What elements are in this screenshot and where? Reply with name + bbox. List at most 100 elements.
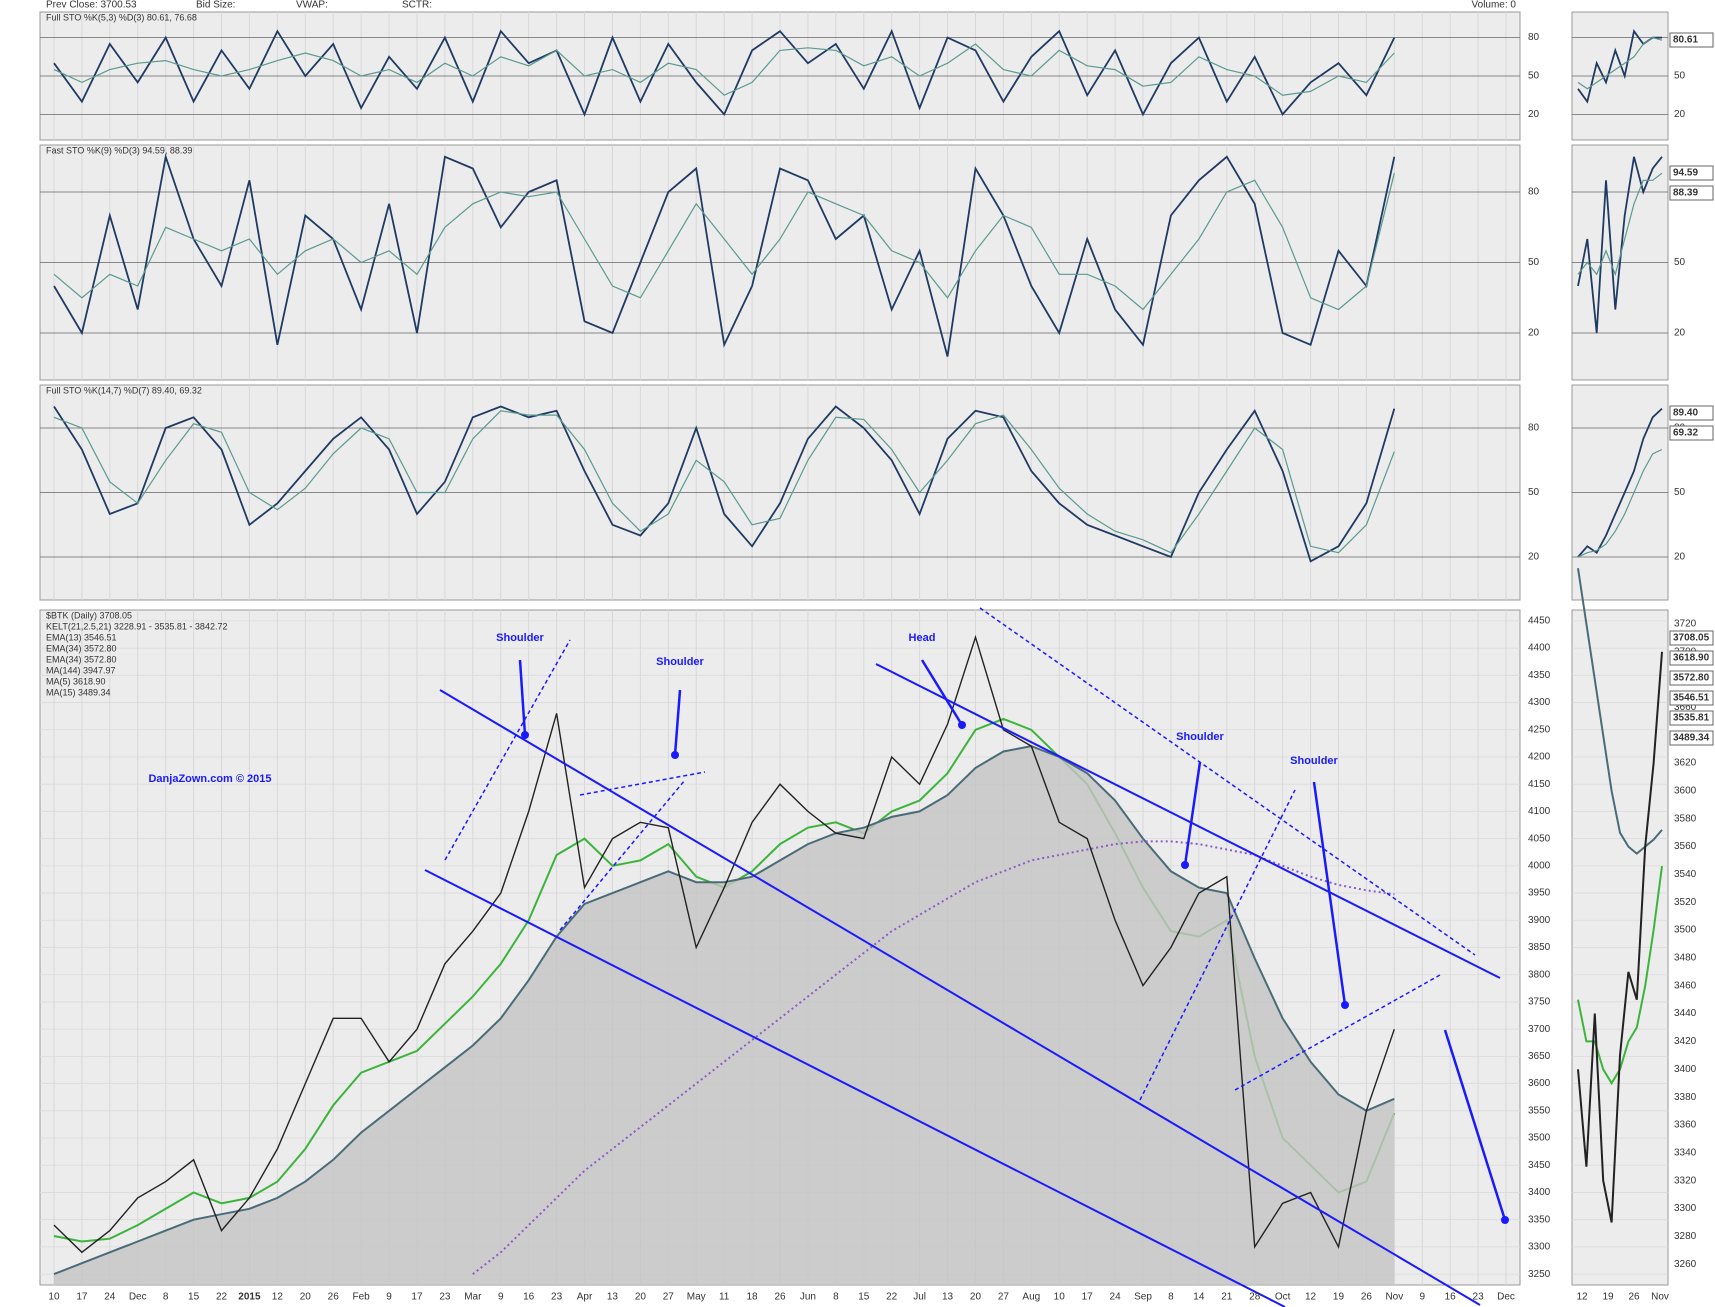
bid-size: Bid Size: [196,0,235,11]
arrow-head [958,721,966,729]
trend-line [559,779,686,931]
zoom-y-tick-label: 3280 [1674,1231,1697,1242]
value-box [1669,405,1714,421]
trend-line [424,869,1286,1307]
legend-entry: MA(144) 3947.97 [46,665,116,675]
zoom-y-tick-label: 50 [1674,487,1686,498]
x-tick-label: 14 [1193,1292,1205,1303]
zoom-y-tick-label: 3360 [1674,1120,1697,1131]
value-box-label: 89.40 [1673,408,1698,419]
y-tick-label: 4050 [1528,833,1551,844]
x-tick-label: 17 [1082,1292,1094,1303]
y-tick-label: 3900 [1528,915,1551,926]
arrow [673,689,682,756]
legend-entry: EMA(13) 3546.51 [46,632,117,642]
zoom-y-tick-label: 3300 [1674,1203,1697,1214]
x-tick-label: 22 [886,1292,898,1303]
annotation: Shoulder [1290,755,1338,767]
x-tick-label: 17 [411,1292,423,1303]
x-tick-label: 8 [1168,1292,1174,1303]
y-tick-label: 80 [1528,423,1540,434]
y-tick-label: 3800 [1528,969,1551,980]
x-tick-label: 8 [833,1292,839,1303]
y-tick-label: 4300 [1528,697,1551,708]
value-box [1669,185,1714,201]
x-tick-label: 22 [216,1292,228,1303]
y-tick-label: 3850 [1528,942,1551,953]
x-tick-label: 13 [607,1292,619,1303]
zoom-y-tick-label: 3460 [1674,980,1697,991]
zoom-y-tick-label: 3340 [1674,1147,1697,1158]
value-box [1669,630,1714,646]
y-tick-label: 3950 [1528,888,1551,899]
panel-title: Fast STO %K(9) %D(3) 94.59, 88.39 [46,145,192,155]
legend-entry: MA(5) 3618.90 [46,676,106,686]
x-tick-label: 13 [942,1292,954,1303]
x-tick-label: 9 [1419,1292,1425,1303]
x-tick-label: Apr [577,1292,593,1303]
trend-line [439,689,1481,1306]
y-tick-label: 3350 [1528,1214,1551,1225]
value-box-label: 3489.34 [1673,733,1710,744]
value-box-label: 3572.80 [1673,673,1710,684]
arrow [1443,1029,1507,1221]
zoom-y-tick-label: 20 [1674,109,1686,120]
series-line [53,410,1395,554]
zoom-x-tick-label: 12 [1576,1292,1588,1303]
zoom-y-tick-label: 3320 [1674,1175,1697,1186]
y-tick-label: 3550 [1528,1105,1551,1116]
x-tick-label: 26 [1361,1292,1373,1303]
series-line [472,840,1395,1275]
x-tick-label: 20 [300,1292,312,1303]
y-tick-label: 4400 [1528,643,1551,654]
zoom-y-tick-label: 3580 [1674,813,1697,824]
x-tick-label: 23 [551,1292,563,1303]
arrow [1183,761,1202,866]
y-tick-label: 3750 [1528,997,1551,1008]
x-tick-label: Sep [1134,1292,1152,1303]
panel-title: Full STO %K(14,7) %D(7) 89.40, 69.32 [46,385,202,395]
y-tick-label: 20 [1528,552,1540,563]
value-box-label: 69.32 [1673,428,1698,439]
series-line [53,153,1396,357]
arrow [1312,781,1347,1006]
value-box [1669,730,1714,746]
value-box-label: 3535.81 [1673,713,1710,724]
y-tick-label: 3250 [1528,1269,1551,1280]
x-tick-label: 12 [272,1292,284,1303]
zoom-x-tick-label: Nov [1651,1292,1669,1303]
zoom-line [1577,651,1663,1223]
value-box [1669,32,1714,48]
arrow-head [1341,1001,1349,1009]
annotation: Shoulder [496,632,544,644]
y-tick-label: 4100 [1528,806,1551,817]
series-line [53,173,1395,311]
y-tick-label: 3500 [1528,1133,1551,1144]
zoom-y-tick-label: 3420 [1674,1036,1697,1047]
zoom-y-tick-label: 20 [1674,328,1686,339]
x-tick-label: 24 [104,1292,116,1303]
x-tick-label: Jul [913,1292,926,1303]
x-tick-label: 23 [1473,1292,1485,1303]
x-tick-label: Dec [129,1292,147,1303]
y-tick-label: 4350 [1528,670,1551,681]
x-tick-label: 10 [48,1292,60,1303]
zoom-y-tick-label: 3720 [1674,619,1697,630]
y-tick-label: 3300 [1528,1242,1551,1253]
value-box [1669,165,1714,181]
y-tick-label: 3700 [1528,1024,1551,1035]
y-tick-label: 4250 [1528,724,1551,735]
legend-entry: KELT(21,2.5,21) 3228.91 - 3535.81 - 3842… [46,621,227,631]
trend-line [579,771,706,796]
x-tick-label: 18 [747,1292,759,1303]
x-tick-label: 21 [1221,1292,1233,1303]
y-tick-label: 80 [1528,187,1540,198]
trend-line [979,607,1476,956]
x-tick-label: 10 [1054,1292,1066,1303]
value-box [1669,425,1714,441]
annotation: Shoulder [656,656,704,668]
zoom-y-tick-label: 3620 [1674,758,1697,769]
value-box [1669,670,1714,686]
x-tick-label: 26 [328,1292,340,1303]
y-tick-label: 3650 [1528,1051,1551,1062]
